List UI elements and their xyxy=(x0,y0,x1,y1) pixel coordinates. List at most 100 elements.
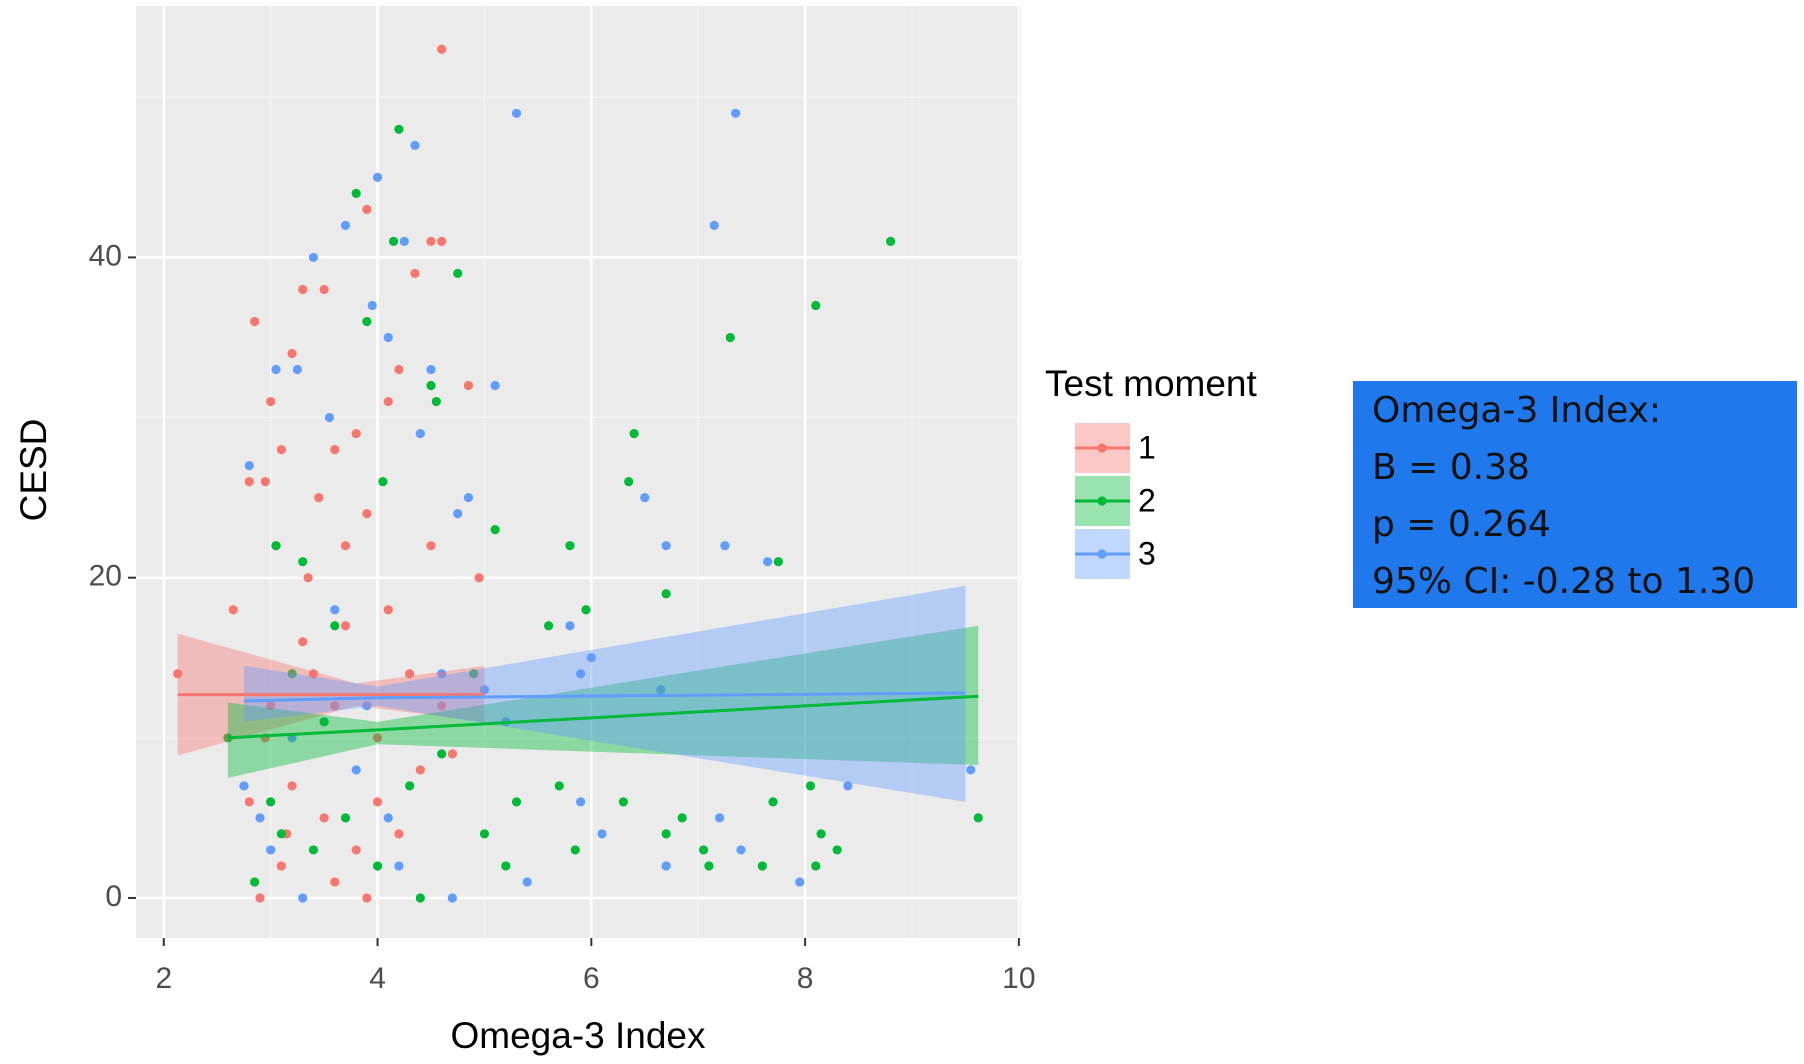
point xyxy=(511,797,522,807)
point xyxy=(474,573,484,583)
point xyxy=(437,701,447,711)
point xyxy=(308,252,319,263)
point xyxy=(388,236,399,247)
annotation-text: p = 0.264 xyxy=(1372,504,1551,545)
point xyxy=(773,557,783,567)
point xyxy=(351,188,361,198)
point xyxy=(372,861,383,871)
point xyxy=(287,781,297,791)
point xyxy=(340,813,351,823)
point xyxy=(437,749,447,759)
x-tick-label: 6 xyxy=(583,962,600,995)
point xyxy=(276,444,286,455)
point xyxy=(426,236,436,247)
point xyxy=(244,797,254,807)
point xyxy=(811,300,821,311)
point xyxy=(490,525,500,535)
x-tick-label: 2 xyxy=(155,962,172,995)
annotation-text: 95% CI: -0.28 to 1.30 xyxy=(1372,561,1755,602)
point xyxy=(405,781,415,791)
point xyxy=(736,845,746,855)
point xyxy=(731,108,741,118)
annotation-text: Omega-3 Index: xyxy=(1372,390,1661,431)
point xyxy=(383,396,393,407)
y-tick-label: 0 xyxy=(105,880,122,913)
legend-key-point xyxy=(1097,549,1107,559)
point xyxy=(886,236,896,247)
point xyxy=(576,797,586,807)
point xyxy=(437,44,447,54)
point xyxy=(228,605,238,615)
point xyxy=(266,845,276,855)
point xyxy=(565,621,575,631)
point xyxy=(308,845,319,855)
point xyxy=(795,877,805,887)
point xyxy=(709,220,719,230)
point xyxy=(581,605,591,615)
point xyxy=(405,669,415,679)
point xyxy=(453,509,463,519)
point xyxy=(763,557,773,567)
point xyxy=(656,685,666,695)
point xyxy=(271,541,281,551)
point xyxy=(410,268,420,279)
point xyxy=(372,172,383,182)
point xyxy=(597,829,607,839)
point xyxy=(576,669,586,679)
point xyxy=(426,380,436,391)
point xyxy=(629,428,639,439)
point xyxy=(362,316,372,327)
legend-key-point xyxy=(1097,496,1107,506)
y-axis-title: CESD xyxy=(13,419,54,522)
point xyxy=(330,877,340,887)
point xyxy=(757,861,767,871)
point xyxy=(255,813,265,823)
point xyxy=(244,477,254,487)
annotation-box xyxy=(1353,381,1797,608)
point xyxy=(330,444,340,455)
point xyxy=(298,284,308,295)
legend-label: 1 xyxy=(1138,429,1156,465)
point xyxy=(223,733,233,743)
point xyxy=(239,781,249,791)
point xyxy=(250,316,260,327)
point xyxy=(362,701,372,711)
point xyxy=(351,428,361,439)
point xyxy=(714,813,725,823)
point xyxy=(250,877,260,887)
point xyxy=(704,861,714,871)
point xyxy=(394,829,404,839)
x-tick-label: 4 xyxy=(369,962,386,995)
point xyxy=(426,364,436,375)
fit-line xyxy=(243,691,966,703)
point xyxy=(383,813,393,823)
point xyxy=(298,557,308,567)
point xyxy=(287,348,297,359)
point xyxy=(298,637,308,647)
legend-label: 2 xyxy=(1138,482,1156,518)
point xyxy=(479,685,490,695)
point xyxy=(276,829,286,839)
point xyxy=(362,204,372,214)
point xyxy=(410,140,420,150)
point xyxy=(394,861,404,871)
point xyxy=(437,669,447,679)
point xyxy=(276,861,286,871)
y-tick-label: 40 xyxy=(89,239,122,272)
point xyxy=(437,236,447,247)
point xyxy=(618,797,628,807)
point xyxy=(453,268,463,279)
point xyxy=(816,829,826,839)
point xyxy=(372,733,383,743)
point xyxy=(415,428,425,439)
point xyxy=(463,493,474,503)
point xyxy=(447,893,457,903)
point xyxy=(330,701,340,711)
point xyxy=(399,236,409,247)
point xyxy=(677,813,687,823)
confidence-band xyxy=(227,625,979,778)
point xyxy=(308,669,319,679)
point xyxy=(415,893,425,903)
x-tick-label: 10 xyxy=(1002,962,1035,995)
